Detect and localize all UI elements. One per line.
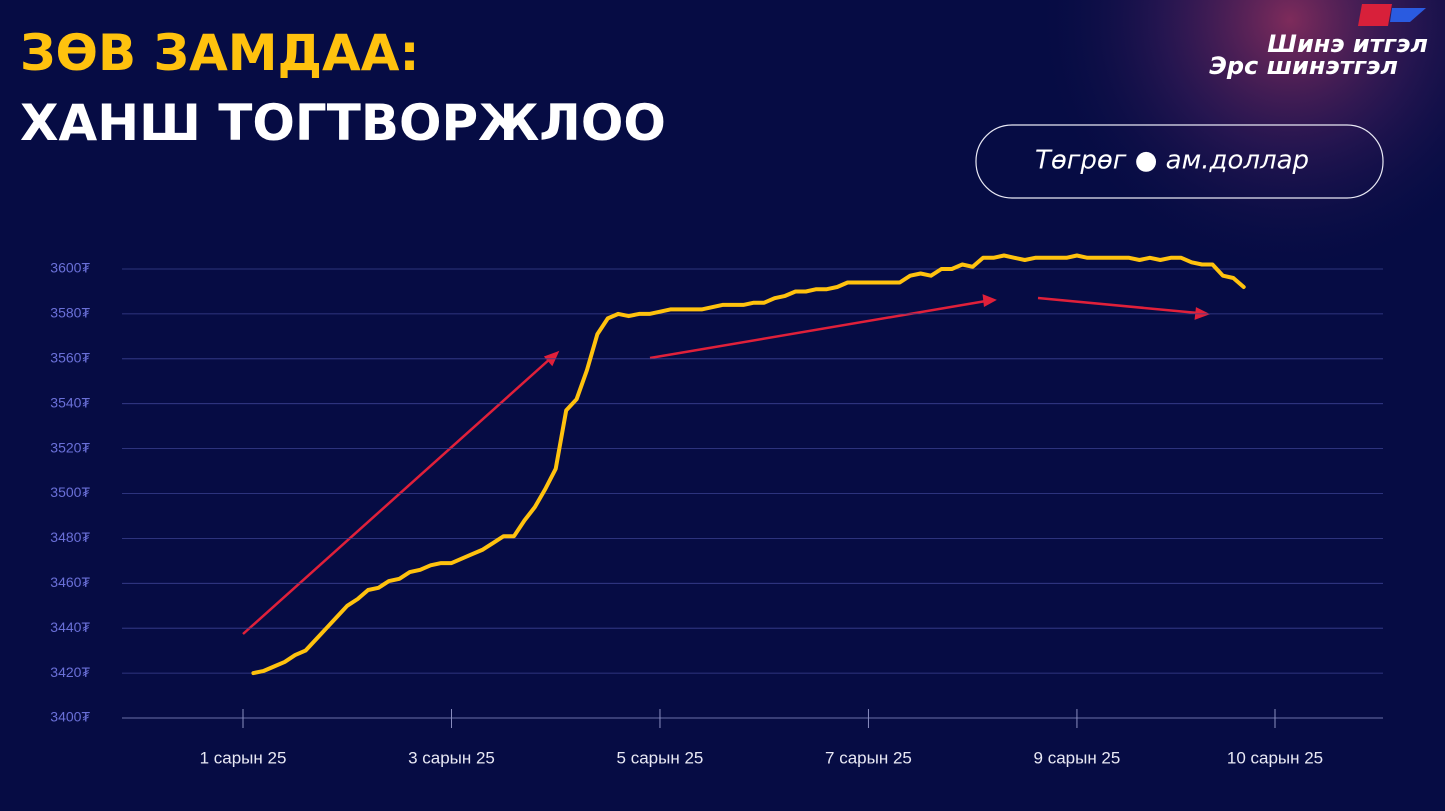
logo-flag	[1390, 8, 1426, 22]
x-tick-label: 10 сарын 25	[1227, 748, 1323, 767]
data-line	[251, 253, 1246, 676]
y-tick-label: 3520₮	[50, 439, 90, 455]
logo-text: Эрс шинэтгэл	[1209, 52, 1398, 80]
glow	[1000, 0, 1445, 300]
x-tick-label: 7 сарын 25	[825, 748, 912, 767]
y-tick-label: 3600₮	[50, 260, 90, 276]
legend-label: Төгрөг ● ам.доллар	[1035, 146, 1309, 176]
y-tick-label: 3440₮	[50, 619, 90, 635]
y-tick-label: 3480₮	[50, 529, 90, 545]
legend-pill	[975, 124, 1384, 199]
y-tick-label: 3500₮	[50, 484, 90, 500]
title-line: ЗӨВ ЗАМДАА:	[20, 24, 419, 82]
y-tick-label: 3400₮	[50, 709, 90, 725]
logo-text: Шинэ итгэл	[1267, 30, 1428, 58]
y-tick-label: 3560₮	[50, 350, 90, 366]
x-tick-label: 5 сарын 25	[617, 748, 704, 767]
x-tick-label: 9 сарын 25	[1034, 748, 1121, 767]
title-line: ХАНШ ТОГТВОРЖЛОО	[20, 94, 666, 152]
y-tick-label: 3460₮	[50, 574, 90, 590]
x-tick-label: 1 сарын 25	[200, 748, 287, 767]
y-tick-label: 3420₮	[50, 664, 90, 680]
y-tick-label: 3540₮	[50, 394, 90, 410]
y-tick-label: 3580₮	[50, 305, 90, 321]
x-tick-label: 3 сарын 25	[408, 748, 495, 767]
logo-flag	[1358, 4, 1392, 26]
